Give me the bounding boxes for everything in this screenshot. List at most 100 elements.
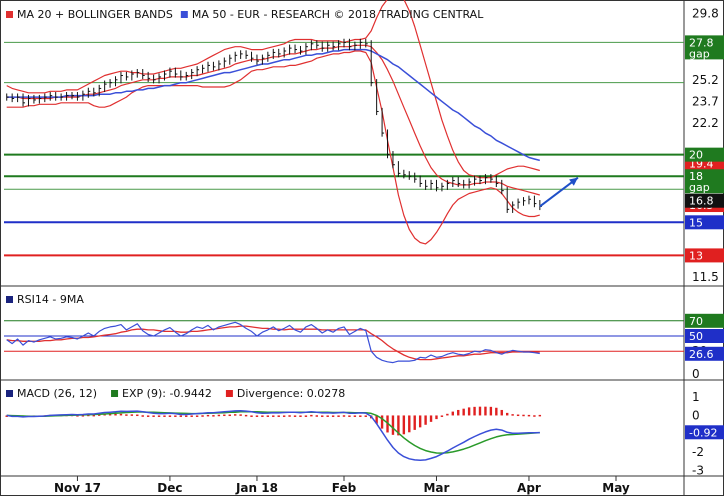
macd-divergence-bar-51 xyxy=(282,415,286,417)
price-legend-label-1: MA 50 - EUR - RESEARCH © 2018 TRADING CE… xyxy=(192,8,484,21)
macd-divergence-bar-20 xyxy=(114,413,117,416)
macd-divergence-bar-66 xyxy=(364,415,367,417)
macd-divergence-bar-69 xyxy=(380,415,384,429)
xaxis-month-label-3: Feb xyxy=(332,481,357,495)
xaxis-month-label-6: May xyxy=(602,481,630,495)
price-legend-swatch-1 xyxy=(180,11,188,18)
rsi-level-label-0-box xyxy=(685,313,724,328)
macd-divergence-bar-65 xyxy=(359,415,362,417)
price-level-label-0-text: 27.8 xyxy=(689,36,714,49)
macd-divergence-bar-79 xyxy=(435,415,438,420)
price-level-label-0-subtext: gap xyxy=(689,47,710,60)
macd-signal-line xyxy=(6,410,540,454)
macd-divergence-bar-92 xyxy=(506,412,509,416)
macd-legend-label-0: MACD (26, 12) xyxy=(17,387,97,400)
macd-divergence-bar-29 xyxy=(163,415,166,417)
price-ytick-2: 23.7 xyxy=(692,94,719,108)
macd-divergence-bar-56 xyxy=(310,414,313,417)
macd-last-label-text: -0.92 xyxy=(689,426,717,439)
macd-divergence-bar-24 xyxy=(136,414,139,417)
macd-divergence-bar-19 xyxy=(108,413,112,416)
rsi-line xyxy=(6,321,540,364)
projection-arrow-head xyxy=(569,177,578,186)
macd-divergence-bar-49 xyxy=(272,415,275,417)
macd-divergence-bar-72 xyxy=(397,415,400,436)
price-ytick-0: 29.8 xyxy=(692,7,719,21)
macd-divergence-bar-71 xyxy=(391,415,395,435)
price-level-label-5-text: 15 xyxy=(689,216,703,229)
macd-divergence-bar-86 xyxy=(473,406,476,416)
macd-divergence-bar-57 xyxy=(315,415,318,417)
macd-divergence-bar-39 xyxy=(217,414,221,417)
macd-last-label-box xyxy=(685,425,724,440)
rsi-legend-label: RSI14 - 9MA xyxy=(17,293,84,306)
macd-divergence-bar-15 xyxy=(87,414,90,417)
macd-divergence-bar-81 xyxy=(446,413,449,416)
price-level-label-3-box xyxy=(685,169,724,194)
macd-divergence-bar-0 xyxy=(5,415,8,417)
macd-divergence-bar-47 xyxy=(261,415,264,417)
macd-divergence-bar-80 xyxy=(440,415,444,417)
macd-divergence-bar-48 xyxy=(266,415,270,417)
macd-divergence-bar-53 xyxy=(293,415,297,417)
macd-divergence-bar-59 xyxy=(326,415,329,417)
rsi-last-label-box xyxy=(685,346,724,361)
rsi-level-label-0-text: 70 xyxy=(689,315,703,328)
xaxis-month-label-4: Mar xyxy=(423,481,449,495)
macd-divergence-bar-44 xyxy=(244,414,248,417)
macd-divergence-bar-64 xyxy=(353,415,357,417)
price-overlap-label-2-text: 16.8 xyxy=(689,195,714,208)
macd-divergence-bar-88 xyxy=(484,406,487,416)
price-level-label-5-box xyxy=(685,215,724,230)
macd-divergence-bar-26 xyxy=(146,415,150,417)
macd-divergence-bar-17 xyxy=(98,414,101,416)
rsi-level-label-1-text: 50 xyxy=(689,330,703,343)
macd-divergence-bar-25 xyxy=(141,415,144,417)
macd-divergence-bars xyxy=(5,406,542,436)
macd-divergence-bar-32 xyxy=(179,415,182,417)
macd-divergence-bar-60 xyxy=(331,415,335,417)
ma50-line xyxy=(6,48,540,162)
macd-divergence-bar-77 xyxy=(424,415,427,425)
macd-divergence-bar-16 xyxy=(92,414,95,417)
ma20-line xyxy=(6,44,540,196)
macd-divergence-bar-94 xyxy=(516,414,520,417)
price-level-label-0-box xyxy=(685,35,724,60)
macd-divergence-bar-89 xyxy=(489,406,493,416)
macd-divergence-bar-75 xyxy=(413,415,416,430)
macd-legend-label-2: Divergence: 0.0278 xyxy=(237,387,345,400)
macd-divergence-bar-98 xyxy=(538,414,542,417)
macd-ytick-1: 0 xyxy=(692,408,700,422)
macd-divergence-bar-84 xyxy=(462,408,465,416)
macd-divergence-bar-40 xyxy=(223,414,226,417)
macd-ytick-4: -3 xyxy=(692,463,704,477)
price-ytick-3: 22.2 xyxy=(692,116,719,130)
macd-divergence-bar-14 xyxy=(81,415,85,417)
price-level-label-6-text: 13 xyxy=(689,249,703,262)
price-legend-swatch-0 xyxy=(6,11,13,18)
macd-divergence-bar-96 xyxy=(527,414,531,417)
price-ytick-1: 25.2 xyxy=(692,73,719,87)
price-level-label-3-subtext: gap xyxy=(689,181,710,194)
macd-divergence-bar-62 xyxy=(342,415,346,417)
macd-divergence-bar-27 xyxy=(152,415,155,417)
macd-divergence-bar-42 xyxy=(234,414,237,416)
macd-legend-label-1: EXP (9): -0.9442 xyxy=(122,387,212,400)
xaxis-month-label-2: Jan 18 xyxy=(235,481,278,495)
macd-divergence-bar-43 xyxy=(239,414,242,416)
rsi-legend-swatch xyxy=(6,296,13,303)
macd-ytick-3: -2 xyxy=(692,445,704,459)
macd-divergence-bar-87 xyxy=(478,406,482,416)
macd-divergence-bar-82 xyxy=(451,411,454,416)
macd-divergence-bar-37 xyxy=(206,414,210,417)
rsi-level-label-1-box xyxy=(685,329,724,343)
macd-legend-swatch-0 xyxy=(6,390,13,397)
price-level-label-6-box xyxy=(685,248,724,263)
macd-divergence-bar-78 xyxy=(429,415,433,422)
xaxis-month-label-1: Dec xyxy=(157,481,182,495)
bollinger-lower xyxy=(6,50,540,245)
price-level-label-2-box xyxy=(685,147,724,162)
macd-divergence-bar-58 xyxy=(321,415,324,417)
